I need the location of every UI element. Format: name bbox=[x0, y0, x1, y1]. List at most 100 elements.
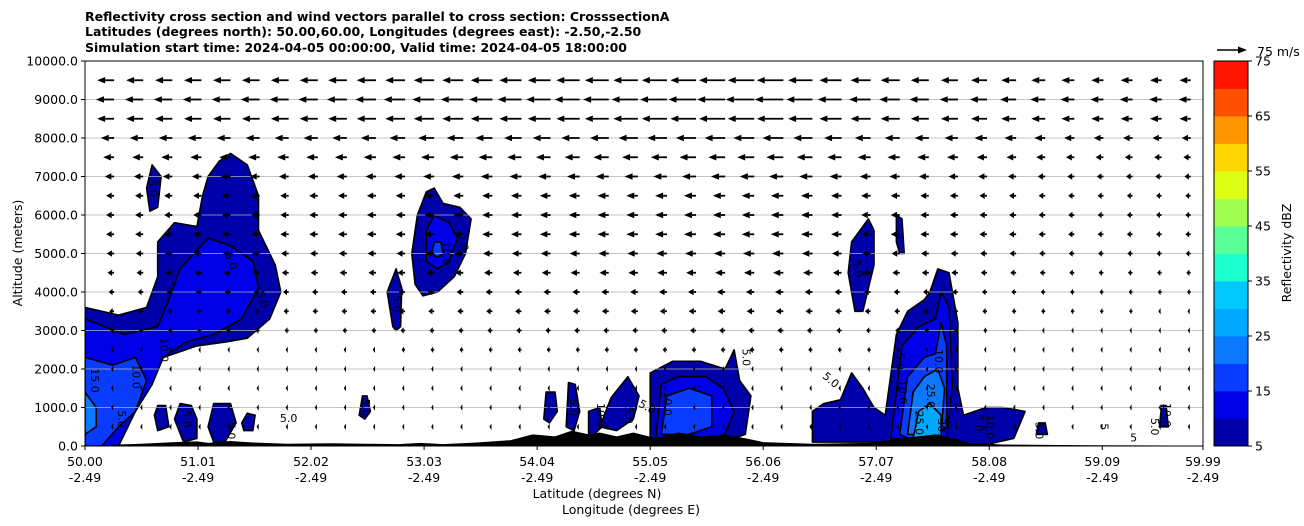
wind-vector-r3-c3 bbox=[158, 134, 173, 142]
wind-vector-r4-c36 bbox=[1124, 154, 1133, 161]
wind-vector-r0-c22 bbox=[699, 77, 726, 84]
wind-vector-r10-c30 bbox=[951, 269, 958, 276]
wind-vector-r18-c10 bbox=[372, 423, 376, 430]
wind-vector-r4-c23 bbox=[737, 154, 755, 161]
wind-vector-r12-c24 bbox=[775, 308, 784, 315]
wind-vector-r8-c10 bbox=[366, 231, 376, 238]
wind-vector-r5-c12 bbox=[423, 173, 435, 180]
wind-vector-r11-c28 bbox=[893, 288, 900, 296]
wind-vector-r8-c12 bbox=[424, 231, 435, 238]
wind-vector-r6-c30 bbox=[949, 192, 958, 199]
wind-vector-r14-c3 bbox=[169, 346, 172, 353]
wind-vector-r18-c16 bbox=[547, 423, 550, 430]
colorbar-swatch-7 bbox=[1214, 226, 1248, 254]
wind-vector-r1-c13 bbox=[440, 96, 464, 103]
wind-vector-r13-c14 bbox=[487, 327, 493, 334]
wind-vector-r13-c31 bbox=[983, 327, 988, 334]
wind-vector-r2-c7 bbox=[270, 115, 289, 122]
wind-vector-r1-c30 bbox=[939, 96, 958, 103]
wind-vector-r15-c31 bbox=[984, 365, 987, 373]
contour-label-4: 15.0 bbox=[88, 368, 101, 393]
contour-labels: 5.05.05.010.015.0 10.05.0 5.05.05.05.05.05… bbox=[88, 179, 1173, 444]
wind-vector-r0-c17 bbox=[556, 77, 580, 84]
wind-vector-r7-c29 bbox=[920, 211, 929, 219]
wind-vector-r17-c31 bbox=[984, 404, 987, 411]
wind-vector-r0-c21 bbox=[670, 77, 697, 84]
wind-vector-r7-c11 bbox=[395, 211, 406, 219]
wind-vector-r15-c36 bbox=[1129, 365, 1132, 373]
wind-vector-r0-c15 bbox=[499, 77, 522, 84]
x-tick-label-lat-0: 50.00 bbox=[67, 454, 103, 469]
wind-vector-r17-c8 bbox=[314, 404, 317, 411]
wind-vector-r2-c0 bbox=[68, 116, 85, 122]
wind-vector-r0-c33 bbox=[1031, 77, 1046, 84]
chart-title: Reflectivity cross section and wind vect… bbox=[85, 9, 670, 55]
wind-vector-r2-c10 bbox=[356, 115, 376, 122]
wind-vector-r12-c10 bbox=[370, 308, 376, 315]
wind-vector-r2-c31 bbox=[971, 115, 988, 122]
wind-vector-r1-c31 bbox=[969, 96, 988, 103]
wind-vector-r18-c31 bbox=[984, 423, 987, 430]
contour-label-19: 5.0 bbox=[739, 349, 752, 367]
wind-vector-r13-c28 bbox=[895, 327, 900, 334]
wind-vector-r9-c18 bbox=[598, 250, 609, 257]
wind-vector-r16-c28 bbox=[896, 385, 899, 392]
wind-vector-r2-c34 bbox=[1061, 115, 1075, 122]
wind-vector-r12-c28 bbox=[894, 308, 900, 315]
wind-vector-r17-c16 bbox=[547, 404, 550, 411]
wind-vector-r18-c28 bbox=[896, 423, 899, 430]
wind-vector-r10-c16 bbox=[541, 269, 551, 276]
wind-vector-r12-c18 bbox=[601, 308, 609, 315]
wind-vector-r6-c34 bbox=[1068, 192, 1075, 199]
wind-vector-r7-c16 bbox=[539, 211, 551, 219]
wind-vector-r7-c27 bbox=[861, 211, 871, 219]
wind-vector-r14-c30 bbox=[954, 346, 958, 353]
wind-vector-r6-c5 bbox=[222, 192, 231, 199]
wind-vector-r0-c2 bbox=[126, 77, 144, 84]
x-tick-label-lon-0: -2.49 bbox=[69, 470, 101, 485]
wind-vector-r18-c22 bbox=[722, 423, 725, 430]
wind-vector-r15-c10 bbox=[372, 365, 376, 373]
wind-vector-r17-c17 bbox=[576, 404, 579, 411]
wind-vector-r10-c33 bbox=[1039, 269, 1046, 276]
contour-label-26: 10.0 bbox=[932, 349, 945, 374]
wind-vector-r1-c22 bbox=[697, 96, 726, 103]
wind-vector-r1-c10 bbox=[355, 96, 376, 103]
colorbar-swatch-6 bbox=[1214, 253, 1248, 282]
x-tick-label-lat-2: 52.02 bbox=[293, 454, 329, 469]
wind-vector-r9-c11 bbox=[396, 250, 406, 257]
wind-vector-r14-c19 bbox=[633, 346, 638, 353]
wind-vector-r12-c1 bbox=[109, 308, 115, 315]
wind-vector-r3-c22 bbox=[704, 134, 726, 142]
wind-vector-r3-c16 bbox=[532, 134, 551, 142]
wind-vector-r6-c1 bbox=[106, 192, 115, 199]
wind-vector-r3-c32 bbox=[1004, 134, 1017, 142]
wind-vector-r8-c29 bbox=[920, 231, 929, 238]
wind-vector-r3-c34 bbox=[1064, 134, 1075, 142]
contour-region-27 bbox=[895, 214, 906, 255]
y-axis-label: Altitude (meters) bbox=[10, 200, 25, 307]
wind-vector-r10-c38 bbox=[1186, 269, 1191, 276]
wind-vector-r17-c18 bbox=[605, 404, 608, 411]
wind-vector-r9-c27 bbox=[862, 250, 871, 257]
wind-vector-r1-c16 bbox=[526, 96, 551, 103]
wind-vector-r2-c35 bbox=[1091, 115, 1104, 122]
wind-vector-r5-c18 bbox=[595, 173, 609, 180]
wind-vector-r13-c4 bbox=[197, 327, 202, 334]
wind-vector-r1-c32 bbox=[1000, 96, 1017, 103]
wind-vector-r3-c31 bbox=[974, 134, 988, 142]
wind-vector-r18-c13 bbox=[460, 423, 463, 430]
wind-vector-r8-c27 bbox=[861, 231, 871, 238]
wind-vector-r13-c20 bbox=[661, 327, 667, 334]
y-tick-label-1: 1000.0 bbox=[34, 400, 78, 415]
contour-region-3 bbox=[85, 391, 97, 436]
wind-vector-r5-c20 bbox=[653, 173, 667, 180]
y-tick-label-10: 10000.0 bbox=[26, 54, 78, 69]
wind-vector-r1-c24 bbox=[754, 96, 784, 103]
contour-label-34: 10.0 bbox=[1160, 403, 1173, 428]
wind-vector-r11-c23 bbox=[745, 288, 755, 296]
wind-vector-r1-c7 bbox=[269, 96, 289, 103]
wind-vector-r2-c22 bbox=[699, 115, 726, 122]
wind-vector-r10-c6 bbox=[252, 269, 260, 276]
wind-vector-r4-c9 bbox=[334, 154, 347, 161]
